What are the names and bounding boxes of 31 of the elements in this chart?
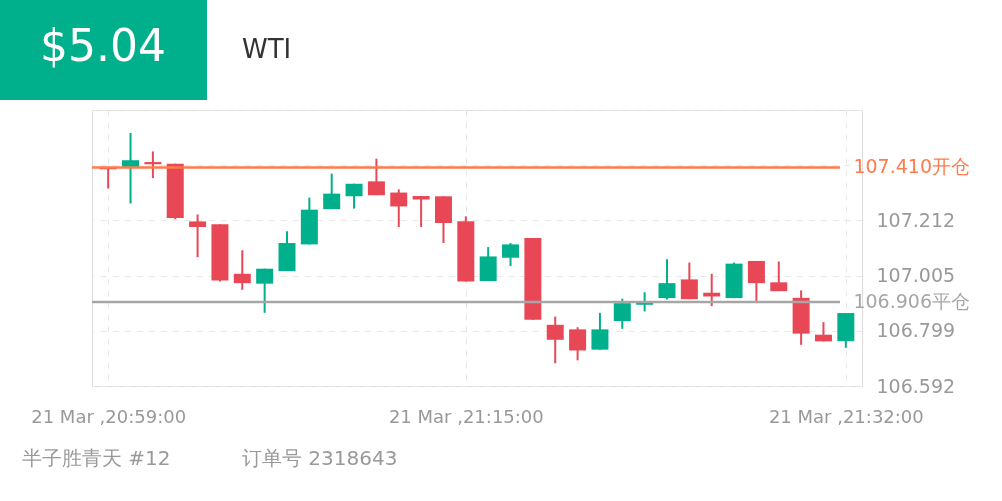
ref-line-label: 107.410开仓 bbox=[853, 155, 970, 178]
candlestick bbox=[770, 260, 788, 293]
candlestick bbox=[345, 182, 363, 210]
x-tick-label: 21 Mar ,20:59:00 bbox=[31, 405, 187, 427]
ref-line-label: 106.906平仓 bbox=[853, 290, 970, 313]
candlestick bbox=[591, 311, 609, 351]
candlestick bbox=[747, 259, 765, 303]
candlestick bbox=[144, 150, 162, 180]
candlestick bbox=[256, 267, 274, 314]
candlestick bbox=[613, 297, 631, 330]
x-tick-label: 21 Mar ,21:15:00 bbox=[388, 405, 544, 427]
y-tick-label: 106.592 bbox=[876, 374, 956, 397]
x-tick-label: 21 Mar ,21:32:00 bbox=[768, 405, 924, 427]
candlestick bbox=[680, 261, 698, 301]
candlestick bbox=[367, 157, 385, 197]
candlestick bbox=[189, 213, 207, 259]
y-tick-label: 107.005 bbox=[876, 264, 956, 287]
candlestick bbox=[569, 326, 587, 362]
y-tick-label: 106.799 bbox=[876, 319, 956, 342]
text: $5.04 bbox=[40, 20, 166, 71]
y-tick-label: 107.212 bbox=[876, 208, 956, 231]
candlestick bbox=[233, 249, 251, 291]
candlestick bbox=[546, 315, 564, 365]
candlestick bbox=[502, 242, 520, 268]
text: 订单号 2318643 bbox=[242, 446, 398, 470]
candlestick bbox=[412, 195, 430, 229]
candlestick bbox=[658, 258, 676, 301]
candlestick bbox=[390, 188, 408, 229]
text: 半子胜青天 #12 bbox=[22, 446, 171, 470]
candlestick bbox=[323, 172, 341, 211]
chart-title: WTI bbox=[242, 34, 292, 64]
